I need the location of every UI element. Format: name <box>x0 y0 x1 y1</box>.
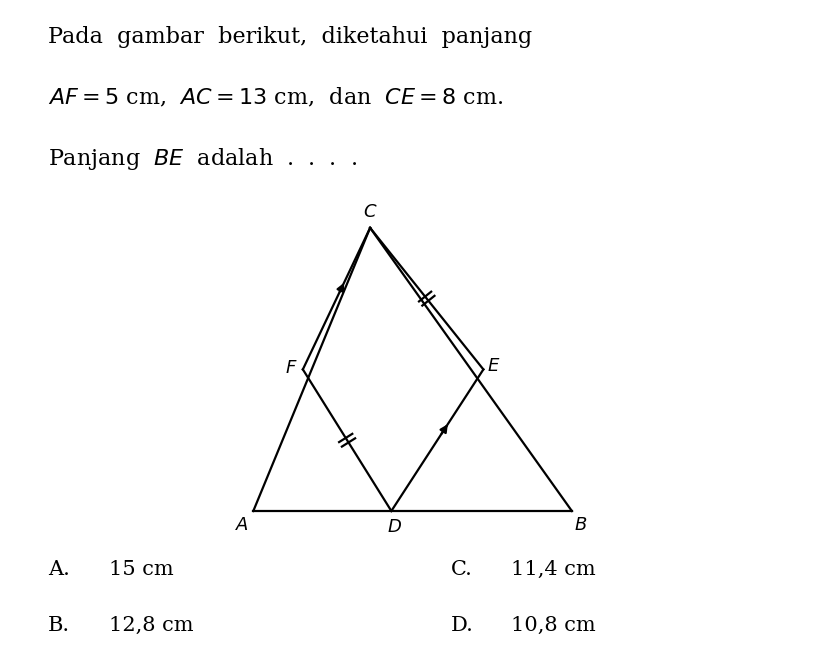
Text: 10,8 cm: 10,8 cm <box>511 616 596 635</box>
Text: 11,4 cm: 11,4 cm <box>511 560 596 579</box>
Text: 12,8 cm: 12,8 cm <box>109 616 194 635</box>
Text: $C$: $C$ <box>363 203 377 221</box>
Text: $A$: $A$ <box>235 516 249 534</box>
Text: D.: D. <box>451 616 473 635</box>
Text: B.: B. <box>48 616 70 635</box>
Text: C.: C. <box>451 560 472 579</box>
Text: $F$: $F$ <box>285 359 297 376</box>
Text: $B$: $B$ <box>574 516 587 534</box>
Text: Panjang  $BE$  adalah  .  .  .  .: Panjang $BE$ adalah . . . . <box>48 146 357 172</box>
Text: 15 cm: 15 cm <box>109 560 173 579</box>
Text: A.: A. <box>48 560 69 579</box>
Text: $AF = 5$ cm,  $AC = 13$ cm,  dan  $CE = 8$ cm.: $AF = 5$ cm, $AC = 13$ cm, dan $CE = 8$ … <box>48 86 503 109</box>
Text: Pada  gambar  berikut,  diketahui  panjang: Pada gambar berikut, diketahui panjang <box>48 26 532 48</box>
Text: $E$: $E$ <box>487 357 500 375</box>
Text: $D$: $D$ <box>387 518 403 536</box>
